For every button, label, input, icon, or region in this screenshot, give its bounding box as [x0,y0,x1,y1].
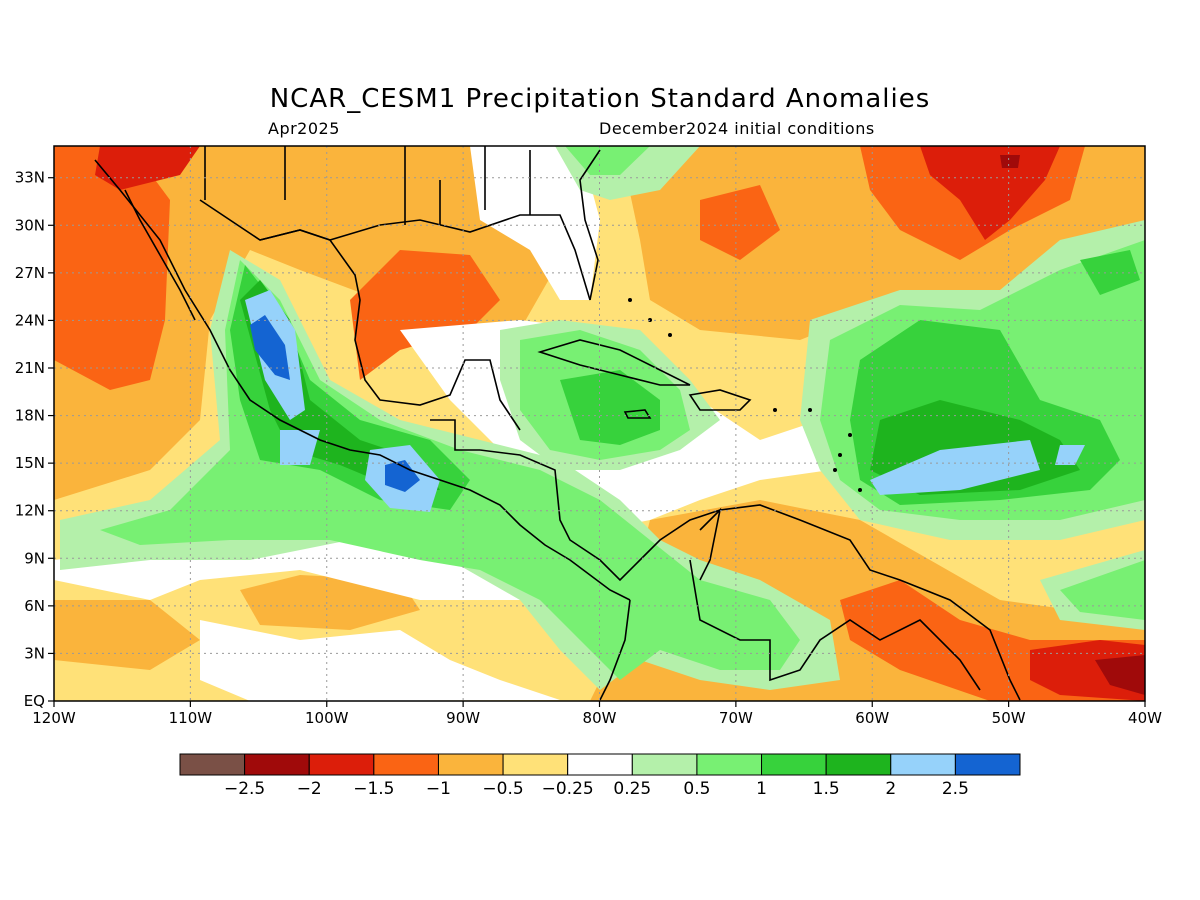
colorbar-swatch [696,753,763,776]
border-south-america [689,559,981,691]
island-pr [773,408,777,412]
wet-atlantic-vstrong2 [1055,445,1085,465]
lat-tick-label: 33N [15,169,45,187]
wet-atlantic-vstrong [870,440,1040,495]
coast-venezuela-inner [699,507,722,581]
wet-atlantic-south [1060,560,1145,620]
dry-extreme-nw-mexico [95,146,200,190]
island-bahamas-2 [668,333,672,337]
dry-peak-atlantic [1000,155,1020,168]
lon-tick-label: 60W [855,709,889,727]
colorbar-swatch [825,753,892,776]
island-virgin [808,408,812,412]
lon-tick-label: 110W [169,709,213,727]
anomaly-field [54,146,1145,701]
coastlines [94,146,1021,701]
lat-tick-label: 12N [15,502,45,520]
neutral-pacific-south [200,620,560,701]
neutral-florida [470,146,600,300]
colorbar-label: 0.25 [613,779,651,799]
dry-peak-brazil [1095,655,1145,695]
colorbar-swatch [179,753,246,776]
lon-tick-label: 120W [32,709,76,727]
graticule [54,146,1145,701]
map-title: NCAR_CESM1 Precipitation Standard Anomal… [269,84,931,114]
lat-tick-label: 21N [15,359,45,377]
colorbar-label: 2 [885,779,896,799]
wet-peak-tehuantepec [385,460,420,492]
coast-central-america [479,449,1021,701]
coast-gulf-mexico [259,229,521,431]
colorbar-swatch [373,753,439,776]
lat-tick-label: 9N [24,549,45,567]
wet-peak-pacific [250,315,290,380]
lon-tick-label: 80W [583,709,617,727]
colorbar-swatch [502,753,569,776]
lon-tick-label: 90W [446,709,480,727]
dry-region-pacific-south [54,600,200,670]
colorbar-swatch [954,753,1021,776]
border-us-mexico [199,199,331,241]
island-antilles-1 [833,468,837,472]
lat-tick-label: 15N [15,454,45,472]
lat-tick-label: 24N [15,311,45,329]
colorbar-label: −1.5 [353,779,394,799]
coast-baja [124,189,196,321]
colorbar-swatch [437,753,504,776]
colorbar-swatch [761,753,827,776]
dry-core-atlantic2 [700,185,780,260]
wet-pacific-vstrong2 [280,430,320,465]
border-us-states [204,146,531,225]
lat-tick-label: 3N [24,644,45,662]
colorbar-label: 1.5 [813,779,840,799]
island-bahamas-3 [628,298,632,302]
wet-se-us [565,146,650,175]
lon-tick-label: 100W [305,709,349,727]
coast-hispaniola [688,389,752,411]
colorbar-label: −2.5 [224,779,265,799]
lat-tick-label: EQ [24,692,45,710]
dry-core-gulf [350,250,500,380]
dry-core-baja [54,146,170,390]
colorbar-label: 0.5 [683,779,710,799]
lat-tick-label: 27N [15,264,45,282]
dry-region-west [54,146,560,500]
colorbar-label: −1 [426,779,451,799]
colorbar: −2.5 −2 −1.5 −1 −0.5 −0.25 0.25 0.5 1 1.5 2 2.5 [179,753,1021,799]
lat-tick-label: 18N [15,407,45,425]
lon-tick-label: 70W [719,709,753,727]
island-antilles-2 [838,453,842,457]
colorbar-label: 1 [756,779,767,799]
border-mexico-guatemala [430,419,480,451]
colorbar-swatch [308,753,375,776]
initial-conditions: December2024 initial conditions [599,119,875,138]
colorbar-label: −0.25 [542,779,594,799]
lat-tick-label: 6N [24,597,45,615]
coast-pacific-mexico [94,159,631,601]
island-antilles-4 [858,488,862,492]
axis-ticks: 120W 110W 100W 90W 80W 70W 60W 50W 40W EQ 3N 6N 9N 12… [15,169,1162,727]
wet-caribbean-mid [560,370,660,445]
colorbar-label: 2.5 [942,779,969,799]
colorbar-swatch [631,753,698,776]
colorbar-label: −0.5 [482,779,523,799]
lat-tick-label: 30N [15,216,45,234]
lon-tick-label: 50W [992,709,1026,727]
island-antilles-3 [848,433,852,437]
colorbar-swatch [244,753,310,776]
coast-us-gulf [329,214,591,301]
colorbar-label: −2 [297,779,322,799]
coast-jamaica [623,409,652,419]
colorbar-swatch [567,753,633,776]
colorbar-swatch [890,753,956,776]
coast-cuba [537,339,691,386]
forecast-month: Apr2025 [268,119,340,138]
dry-extreme-atlantic [920,146,1060,240]
coast-south-america-west [599,599,631,701]
lon-tick-label: 40W [1128,709,1162,727]
